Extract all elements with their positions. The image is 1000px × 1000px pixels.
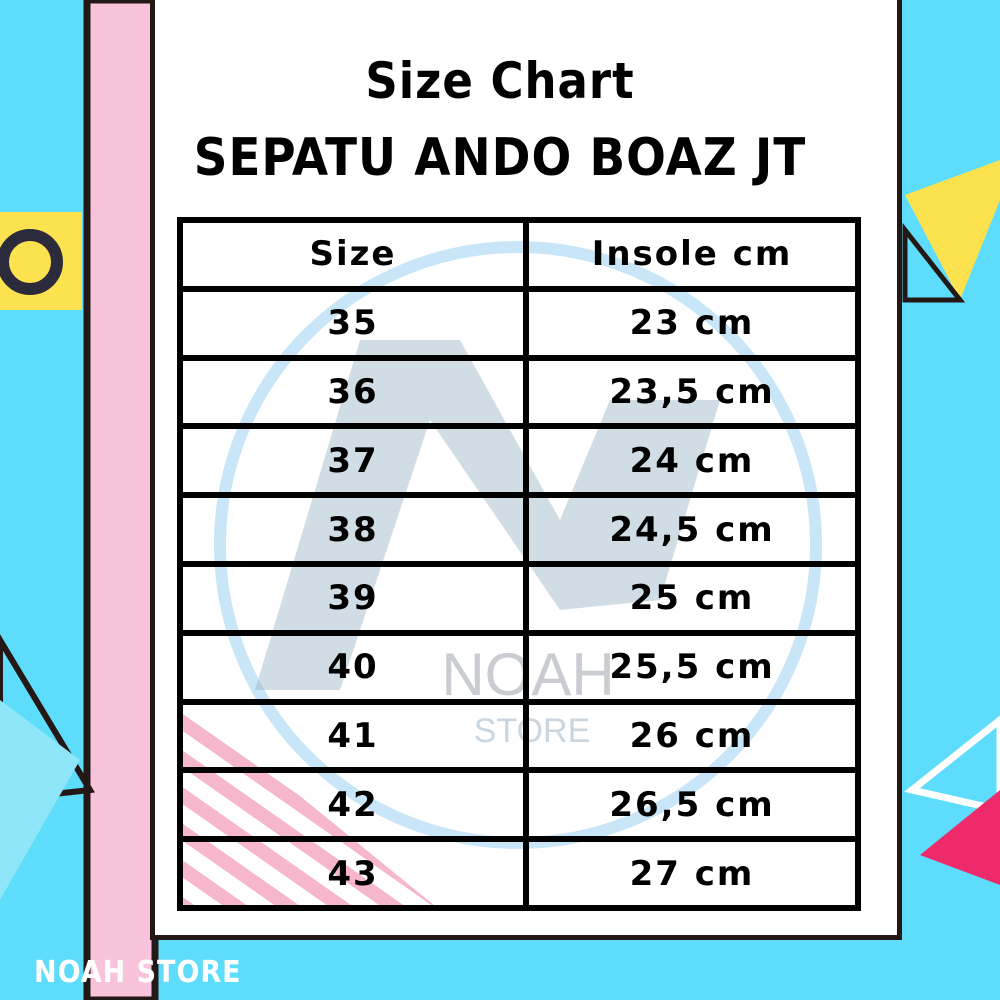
table-row: 37 24 cm [177,423,861,499]
table-row: 40 25,5 cm [177,629,861,705]
insole-cell: 26,5 cm [523,767,861,843]
table-row: 43 27 cm [177,836,861,911]
size-cell: 42 [177,767,529,843]
table-row: 41 26 cm [177,698,861,774]
page-title: Size Chart [365,52,635,110]
store-brand: NOAH STORE [34,955,242,990]
outline-shape [902,222,966,303]
size-cell: 40 [177,629,529,705]
size-cell: 39 [177,560,529,636]
size-cell: 41 [177,698,529,774]
insole-cell: 24,5 cm [523,492,861,567]
triangle-light [0,700,80,900]
insole-cell: 25 cm [523,560,861,636]
size-table: Size Insole cm 35 23 cm 36 23,5 cm 37 24 cm… [177,217,861,911]
table-row: 39 25 cm [177,560,861,636]
insole-cell: 27 cm [523,836,861,911]
product-name: SEPATU ANDO BOAZ JT [193,128,807,188]
column-header-insole: Insole cm [523,217,861,292]
column-header-size: Size [177,217,529,292]
size-cell: 36 [177,354,529,430]
table-row: 38 24,5 cm [177,492,861,567]
table-row: 35 23 cm [177,285,861,361]
size-cell: 38 [177,492,529,567]
size-cell: 37 [177,423,529,499]
insole-cell: 24 cm [523,423,861,499]
insole-cell: 25,5 cm [523,629,861,705]
white-triangle [904,715,1000,814]
table-header-row: Size Insole cm [177,217,861,292]
magenta-triangle [920,790,1000,885]
insole-cell: 23,5 cm [523,354,861,430]
size-cell: 43 [177,836,529,911]
ring-icon [0,229,63,295]
table-row: 36 23,5 cm [177,354,861,430]
insole-cell: 26 cm [523,698,861,774]
yellow-shape [905,160,1000,300]
insole-cell: 23 cm [523,285,861,361]
yellow-square [0,212,82,310]
pink-strip [83,0,159,1000]
size-cell: 35 [177,285,529,361]
table-row: 42 26,5 cm [177,767,861,843]
